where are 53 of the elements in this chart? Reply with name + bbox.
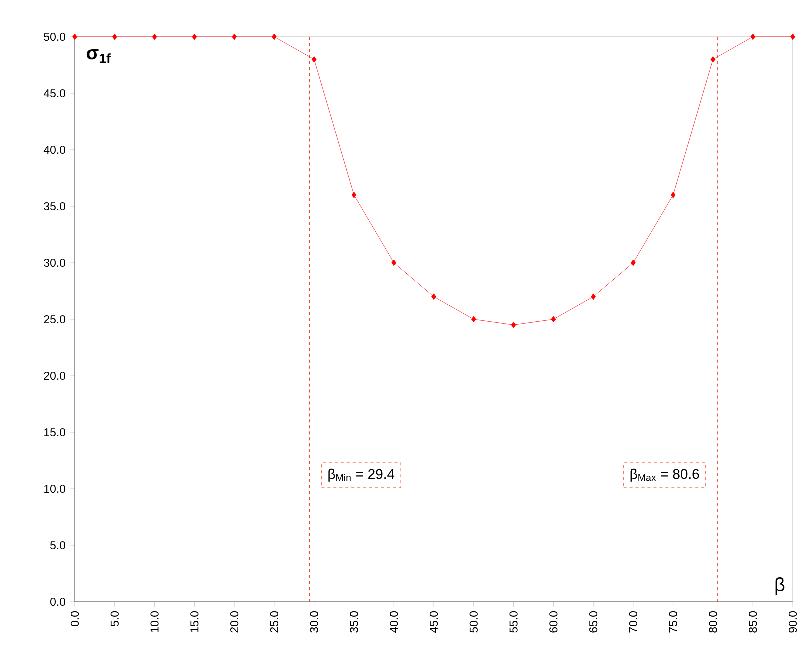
ref-line-label: β$_{Max}$ = 80.6	[630, 468, 700, 482]
point	[591, 294, 596, 300]
x-tick-label: 50.0	[470, 611, 478, 633]
x-tick-label: 55.0	[510, 611, 518, 633]
point	[471, 316, 476, 323]
x-axis-title: β	[776, 578, 785, 596]
x-tick-label: 20.0	[230, 611, 239, 633]
point	[272, 34, 277, 40]
point	[790, 34, 796, 40]
y-axis-title: σ$_{1f}$	[86, 49, 111, 64]
x-tick-label: 30.0	[310, 611, 318, 633]
x-tick-label: 70.0	[629, 611, 638, 633]
y-tick-label: 0.0	[50, 598, 66, 606]
point	[631, 260, 636, 266]
y-tick-label: 35.0	[44, 202, 66, 211]
x-tick-label: 35.0	[350, 611, 358, 633]
x-tick-label: 65.0	[590, 611, 598, 633]
x-tick-label: 75.0	[669, 611, 678, 633]
x-tick-label: 15.0	[190, 611, 199, 632]
point	[152, 34, 158, 40]
x-tick-label: 10.0	[150, 611, 159, 632]
y-tick-label: 20.0	[44, 372, 66, 380]
ref-line-label: β$_{Min}$ = 29.4	[328, 468, 395, 482]
point	[511, 322, 516, 328]
x-tick-label: 90.0	[788, 611, 798, 633]
x-tick-label: 85.0	[749, 611, 758, 633]
point	[750, 34, 756, 40]
point	[312, 56, 317, 63]
y-tick-label: 45.0	[44, 89, 66, 98]
x-tick-label: 80.0	[709, 611, 718, 633]
x-tick-label: 45.0	[430, 611, 438, 634]
y-tick-label: 50.0	[44, 32, 66, 42]
x-tick-label: 0.0	[70, 611, 80, 626]
point	[192, 34, 198, 40]
point	[670, 192, 676, 198]
point	[432, 294, 436, 300]
y-tick-label: 25.0	[44, 315, 66, 324]
point	[72, 34, 78, 40]
point	[392, 260, 397, 266]
y-tick-label: 30.0	[44, 258, 66, 268]
point	[232, 34, 238, 40]
x-tick-label: 25.0	[270, 611, 278, 633]
point	[112, 34, 118, 40]
x-tick-label: 40.0	[390, 611, 398, 634]
point	[710, 56, 716, 63]
y-tick-label: 15.0	[44, 428, 66, 437]
x-tick-label: 5.0	[110, 611, 119, 626]
point	[352, 192, 357, 198]
y-tick-label: 5.0	[50, 541, 66, 550]
point	[551, 316, 556, 323]
y-tick-label: 40.0	[44, 146, 66, 154]
x-tick-label: 60.0	[550, 611, 558, 633]
y-tick-label: 10.0	[44, 484, 66, 494]
